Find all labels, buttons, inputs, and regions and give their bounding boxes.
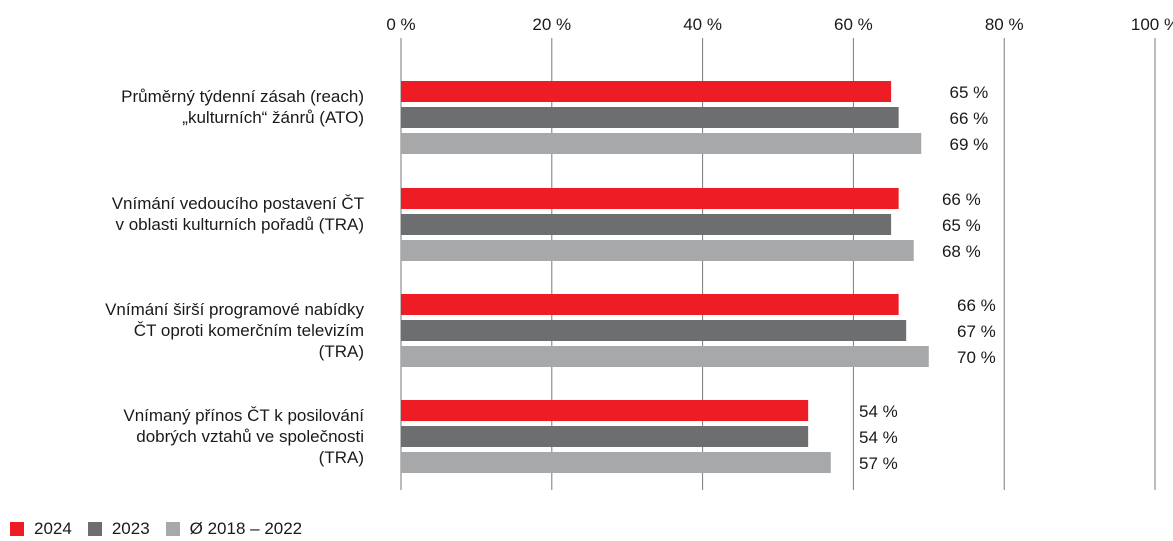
x-tick-label-80: 80 % <box>985 15 1024 34</box>
grid-lines <box>400 38 1156 490</box>
category-label-line: „kulturních“ žánrů (ATO) <box>182 108 364 127</box>
x-tick-label-60: 60 % <box>834 15 873 34</box>
bar--2018-2022-1 <box>401 133 922 154</box>
legend-item-2024: 2024 <box>10 519 72 539</box>
data-label-2023-3: 67 % <box>957 322 996 341</box>
bar-2023-1 <box>401 107 899 128</box>
bar--2018-2022-3 <box>401 346 929 367</box>
legend-swatch-2023 <box>87 522 102 536</box>
category-label-line: (TRA) <box>319 342 364 361</box>
bar--2018-2022-4 <box>401 452 831 473</box>
bars <box>401 81 929 473</box>
bar-2023-3 <box>401 320 907 341</box>
data-label-2024-4: 54 % <box>859 402 898 421</box>
legend-item-2023: 2023 <box>87 519 150 539</box>
x-tick-label-20: 20 % <box>532 15 571 34</box>
data-label--2018-2022-4: 57 % <box>859 454 898 473</box>
category-label-line: Vnímání vedoucího postavení ČT <box>112 194 364 213</box>
category-label-line: Vnímání širší programové nabídky <box>105 300 364 319</box>
data-label-2024-1: 65 % <box>950 83 989 102</box>
category-label-line: v oblasti kulturních pořadů (TRA) <box>116 215 365 234</box>
category-labels: Průměrný týdenní zásah (reach) „kulturníc… <box>105 87 364 467</box>
bar-2024-2 <box>401 188 899 209</box>
legend-label-2024: 2024 <box>34 519 72 538</box>
category-label-4: Vnímaný přínos ČT k posilování dobrých vz… <box>123 406 364 467</box>
category-label-line: (TRA) <box>319 448 364 467</box>
bar-2024-1 <box>401 81 892 102</box>
data-label-2023-4: 54 % <box>859 428 898 447</box>
legend-swatch-avg <box>165 522 180 536</box>
category-label-1: Průměrný týdenní zásah (reach) „kulturníc… <box>121 87 364 127</box>
legend-label-2023: 2023 <box>111 519 150 538</box>
category-label-line: dobrých vztahů ve společnosti <box>136 427 364 446</box>
data-label-2024-3: 66 % <box>957 296 996 315</box>
x-axis-ticks: 0 % 20 % 40 % 60 % 80 % 100 % <box>386 15 1173 34</box>
category-label-2: Vnímání vedoucího postavení ČT v oblasti … <box>112 194 364 234</box>
data-label--2018-2022-3: 70 % <box>957 348 996 367</box>
data-label-2023-2: 65 % <box>942 216 981 235</box>
legend-label-avg: Ø 2018 – 2022 <box>189 519 303 538</box>
bar-2023-4 <box>401 426 809 447</box>
legend-swatch-2024 <box>10 522 24 536</box>
data-label--2018-2022-2: 68 % <box>942 242 981 261</box>
bar-2024-3 <box>401 294 899 315</box>
category-label-line: ČT oproti komerčním televizím <box>134 321 364 340</box>
data-labels: 65 % 66 % 69 % 66 % 65 % 68 % 66 % 67 % 70 % 54 %… <box>859 83 996 473</box>
data-label--2018-2022-1: 69 % <box>950 135 989 154</box>
legend-item-avg: Ø 2018 – 2022 <box>165 519 303 539</box>
x-tick-label-100: 100 % <box>1131 15 1173 34</box>
data-label-2023-1: 66 % <box>950 109 989 128</box>
legend: 2024 2023 Ø 2018 – 2022 <box>10 519 318 539</box>
bar-2024-4 <box>401 400 809 421</box>
category-label-line: Vnímaný přínos ČT k posilování <box>123 406 364 425</box>
x-tick-label-40: 40 % <box>683 15 722 34</box>
bar-2023-2 <box>401 214 892 235</box>
category-label-3: Vnímání širší programové nabídky ČT oprot… <box>105 300 364 361</box>
data-label-2024-2: 66 % <box>942 190 981 209</box>
category-label-line: Průměrný týdenní zásah (reach) <box>121 87 364 106</box>
bar--2018-2022-2 <box>401 240 914 261</box>
x-tick-label-0: 0 % <box>386 15 415 34</box>
